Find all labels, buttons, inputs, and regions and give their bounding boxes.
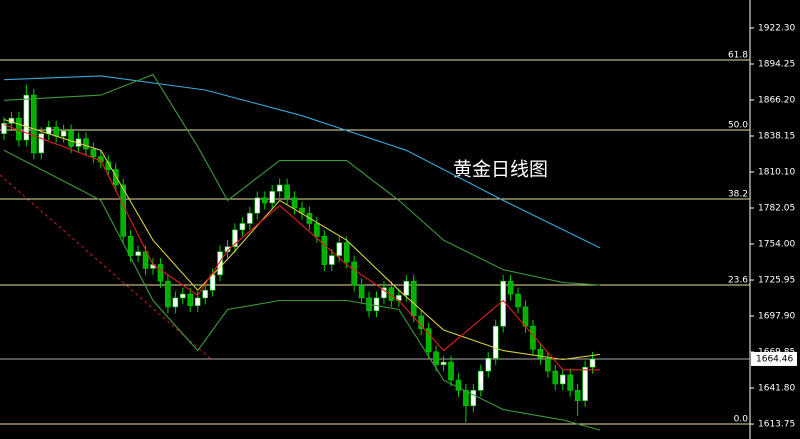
y-tick-label: 1613.75 bbox=[758, 420, 795, 430]
candle-body bbox=[157, 264, 164, 282]
candle-body bbox=[463, 390, 469, 407]
candle-body bbox=[194, 297, 201, 306]
candle-body bbox=[276, 184, 283, 192]
candle-body bbox=[492, 325, 499, 359]
last-price-box bbox=[751, 351, 797, 366]
candle-body bbox=[425, 328, 432, 353]
annotation: 黄金日线图 bbox=[453, 159, 548, 181]
candle-body bbox=[567, 374, 574, 391]
candle-body bbox=[477, 370, 484, 391]
y-tick-label: 1838.15 bbox=[758, 132, 795, 142]
candle-body bbox=[373, 297, 380, 312]
last-price-label: 1664.46 bbox=[756, 354, 793, 364]
fib-level-label: 61.8 bbox=[728, 50, 748, 60]
candle-body bbox=[105, 161, 112, 170]
y-tick-label: 1810.10 bbox=[758, 168, 795, 178]
candle-body bbox=[239, 223, 246, 231]
candle-body bbox=[559, 374, 566, 385]
candle-body bbox=[485, 357, 492, 372]
fib-level-label: 0.0 bbox=[734, 414, 749, 424]
candle-body bbox=[589, 358, 596, 368]
fib-level-label: 38.2 bbox=[728, 189, 748, 199]
candle-body bbox=[127, 236, 134, 256]
candle-body bbox=[180, 293, 186, 299]
candle-body bbox=[522, 306, 529, 327]
candle-body bbox=[247, 212, 253, 224]
candle-body bbox=[358, 284, 365, 299]
candle-body bbox=[410, 280, 417, 317]
y-tick-label: 1725.95 bbox=[758, 276, 795, 286]
candle-body bbox=[30, 94, 37, 154]
candle-body bbox=[261, 197, 268, 204]
y-tick-label: 1894.25 bbox=[758, 59, 795, 69]
candle-body bbox=[448, 361, 454, 381]
candle-body bbox=[455, 379, 462, 391]
trend-line bbox=[0, 174, 213, 361]
candle-body bbox=[142, 251, 149, 269]
candle-body bbox=[23, 94, 30, 141]
candle-body bbox=[217, 251, 223, 276]
candle-body bbox=[545, 357, 551, 372]
candle-body bbox=[112, 169, 119, 186]
candle-body bbox=[172, 297, 179, 308]
candle-body bbox=[500, 280, 506, 327]
candle-body bbox=[582, 366, 588, 401]
candle-body bbox=[433, 351, 439, 365]
candle-body bbox=[440, 361, 447, 365]
candle-body bbox=[90, 148, 97, 158]
y-tick-label: 1866.20 bbox=[758, 95, 795, 105]
candle-body bbox=[343, 242, 350, 263]
candle-body bbox=[202, 289, 208, 299]
candle-body bbox=[314, 223, 320, 237]
candle-body bbox=[224, 246, 231, 253]
candle-body bbox=[507, 280, 514, 295]
candle-body bbox=[574, 390, 581, 401]
y-tick-label: 1754.00 bbox=[758, 240, 795, 250]
candle-body bbox=[537, 348, 544, 359]
candle-body bbox=[515, 293, 521, 308]
candle-body bbox=[38, 133, 45, 154]
candle-body bbox=[232, 229, 238, 247]
candle-body bbox=[351, 261, 357, 286]
indicator-line bbox=[3, 118, 601, 361]
candle-body bbox=[53, 126, 59, 137]
candle-body bbox=[470, 390, 477, 407]
fib-level-label: 23.6 bbox=[728, 275, 748, 285]
indicator-line bbox=[3, 149, 601, 431]
candle-body bbox=[135, 251, 141, 256]
candle-body bbox=[381, 287, 387, 299]
candle-body bbox=[284, 184, 290, 199]
y-tick-label: 1782.05 bbox=[758, 204, 795, 214]
candle-body bbox=[1, 123, 7, 134]
candle-body bbox=[328, 255, 335, 265]
candle-body bbox=[187, 293, 194, 306]
candle-body bbox=[552, 370, 559, 385]
candle-body bbox=[269, 191, 276, 204]
y-tick-label: 1697.90 bbox=[758, 312, 795, 322]
candle-body bbox=[60, 130, 67, 137]
candle-body bbox=[291, 197, 298, 209]
candle-body bbox=[165, 280, 171, 308]
candle-body bbox=[321, 236, 328, 265]
candle-body bbox=[254, 197, 261, 214]
fib-level-label: 50.0 bbox=[728, 121, 748, 131]
candle-body bbox=[403, 280, 410, 296]
indicator-line bbox=[3, 124, 600, 371]
y-tick-label: 1922.30 bbox=[758, 23, 795, 33]
indicator-line bbox=[3, 73, 601, 286]
y-tick-label: 1641.80 bbox=[758, 384, 795, 394]
candle-body bbox=[68, 130, 74, 147]
candle-body bbox=[336, 242, 343, 256]
indicator-line bbox=[3, 75, 601, 249]
candle-body bbox=[83, 138, 89, 150]
